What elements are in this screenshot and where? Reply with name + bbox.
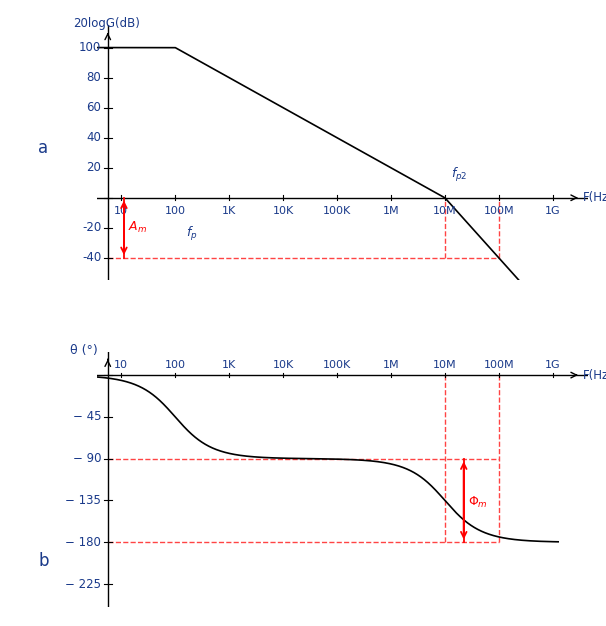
Text: -20: -20 [82,222,101,234]
Text: 1M: 1M [382,361,399,371]
Text: − 90: − 90 [73,452,101,465]
Text: 10: 10 [115,206,128,216]
Text: 100M: 100M [484,206,514,216]
Text: θ (°): θ (°) [70,344,98,357]
Text: 10: 10 [115,361,128,371]
Text: 100K: 100K [323,206,351,216]
Text: 100: 100 [165,206,185,216]
Text: 1M: 1M [382,206,399,216]
Text: -40: -40 [82,252,101,264]
Text: 10K: 10K [273,361,294,371]
Text: 20logG(dB): 20logG(dB) [73,16,139,29]
Text: F(Hz): F(Hz) [583,369,606,382]
Text: F(Hz): F(Hz) [583,192,606,204]
Text: 10M: 10M [433,361,457,371]
Text: 1K: 1K [222,206,236,216]
Text: $f_{p2}$: $f_{p2}$ [451,167,468,184]
Text: $A_m$: $A_m$ [128,220,147,235]
Text: 1G: 1G [545,361,561,371]
Text: 100K: 100K [323,361,351,371]
Text: 20: 20 [87,162,101,174]
Text: 60: 60 [87,101,101,114]
Text: − 135: − 135 [65,494,101,507]
Text: 10K: 10K [273,206,294,216]
Text: $f_p$: $f_p$ [186,225,198,243]
Text: b: b [38,552,48,570]
Text: 1G: 1G [545,206,561,216]
Text: 40: 40 [87,131,101,144]
Text: 1K: 1K [222,361,236,371]
Text: 100: 100 [79,41,101,54]
Text: − 225: − 225 [65,578,101,590]
Text: a: a [38,138,48,156]
Text: 100: 100 [165,361,185,371]
Text: 100M: 100M [484,361,514,371]
Text: $\Phi_m$: $\Phi_m$ [468,495,488,510]
Text: − 180: − 180 [65,536,101,549]
Text: 80: 80 [87,71,101,84]
Text: − 45: − 45 [73,411,101,423]
Text: 10M: 10M [433,206,457,216]
